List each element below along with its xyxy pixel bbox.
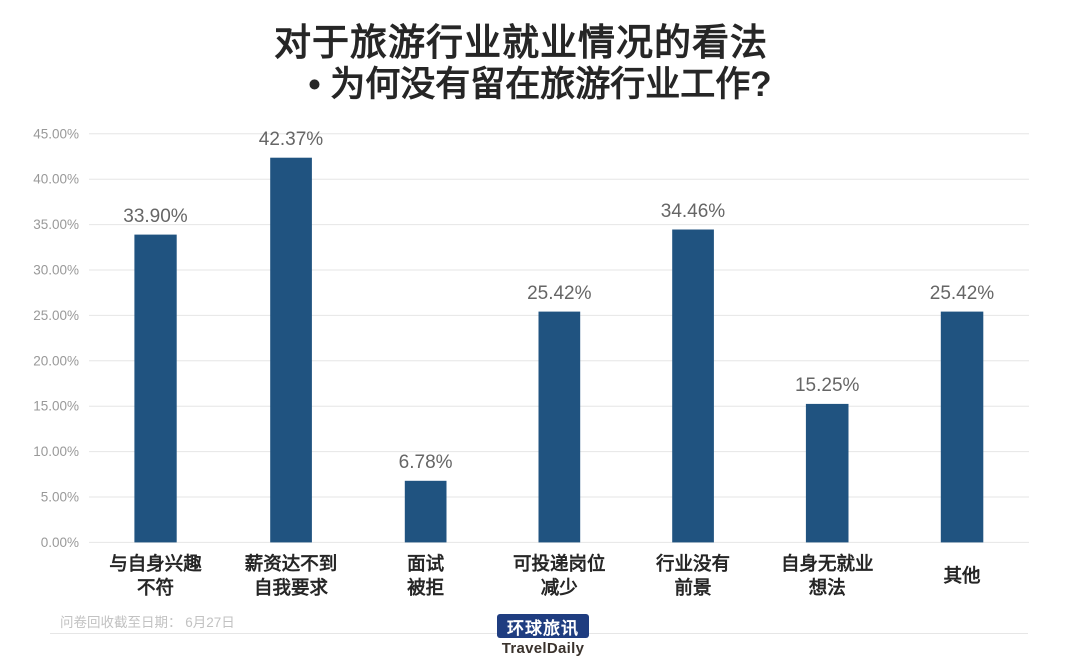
svg-text:行业没有: 行业没有	[655, 553, 730, 574]
svg-text:自身无就业: 自身无就业	[781, 553, 874, 574]
svg-text:被拒: 被拒	[407, 577, 444, 598]
svg-text:6.78%: 6.78%	[399, 452, 453, 473]
svg-text:减少: 减少	[541, 577, 579, 598]
svg-text:面试: 面试	[407, 553, 445, 574]
svg-text:想法: 想法	[809, 577, 846, 598]
svg-text:薪资达不到: 薪资达不到	[245, 553, 338, 574]
svg-text:5.00%: 5.00%	[41, 490, 79, 505]
svg-text:33.90%: 33.90%	[123, 206, 188, 227]
svg-text:前景: 前景	[674, 577, 711, 598]
svg-text:与自身兴趣: 与自身兴趣	[109, 553, 202, 574]
svg-text:0.00%: 0.00%	[41, 535, 79, 550]
svg-text:15.00%: 15.00%	[33, 399, 79, 414]
svg-text:42.37%: 42.37%	[259, 129, 324, 150]
svg-text:20.00%: 20.00%	[33, 353, 79, 368]
svg-text:15.25%: 15.25%	[795, 375, 860, 396]
svg-text:25.42%: 25.42%	[930, 283, 995, 304]
svg-text:25.42%: 25.42%	[527, 283, 592, 304]
svg-text:45.00%: 45.00%	[33, 126, 79, 141]
svg-text:35.00%: 35.00%	[33, 217, 79, 232]
svg-text:不符: 不符	[137, 577, 174, 598]
svg-text:25.00%: 25.00%	[33, 308, 79, 323]
svg-text:30.00%: 30.00%	[33, 263, 79, 278]
svg-text:其他: 其他	[943, 565, 981, 586]
svg-text:10.00%: 10.00%	[33, 444, 79, 459]
svg-text:可投递岗位: 可投递岗位	[513, 553, 606, 574]
svg-text:34.46%: 34.46%	[661, 201, 726, 222]
svg-text:40.00%: 40.00%	[33, 172, 79, 187]
svg-text:自我要求: 自我要求	[254, 577, 329, 598]
